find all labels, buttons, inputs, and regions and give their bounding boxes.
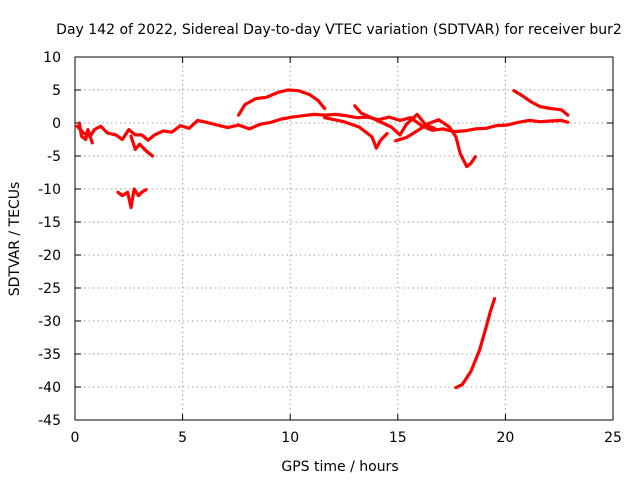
x-tick-label: 10 xyxy=(281,430,299,446)
y-tick-label: 10 xyxy=(43,50,61,66)
x-tick-label: 5 xyxy=(178,430,187,446)
y-tick-label: -45 xyxy=(38,413,61,429)
x-tick-label: 25 xyxy=(604,430,622,446)
x-axis-label: GPS time / hours xyxy=(281,459,398,475)
data-series xyxy=(75,88,570,390)
series-morning-arc xyxy=(237,88,327,117)
x-tick-label: 0 xyxy=(71,430,80,446)
series-dip-near-3h xyxy=(129,134,155,158)
y-tick-label: -30 xyxy=(38,314,61,330)
axis-ticks: 0 5 10 15 20 25 10 5 0 -5 -10 -15 -20 -25 -30 -35 -40 -45 xyxy=(38,50,622,446)
series-steep-line xyxy=(454,297,497,390)
y-tick-label: 5 xyxy=(52,83,61,99)
y-tick-label: -25 xyxy=(38,281,61,297)
y-tick-label: -5 xyxy=(47,149,61,165)
y-axis-label: SDTVAR / TECUs xyxy=(7,182,23,297)
plot-frame xyxy=(74,56,614,421)
y-tick-label: -10 xyxy=(38,182,61,198)
y-tick-label: -35 xyxy=(38,347,61,363)
y-tick-label: -15 xyxy=(38,215,61,231)
x-tick-label: 20 xyxy=(496,430,514,446)
y-tick-label: -20 xyxy=(38,248,61,264)
grid-lines xyxy=(75,57,613,420)
series-afternoon-branch-a xyxy=(323,116,389,150)
y-tick-label: -40 xyxy=(38,380,61,396)
chart-title: Day 142 of 2022, Sidereal Day-to-day VTE… xyxy=(56,22,622,38)
series-afternoon-branch-b xyxy=(353,104,436,137)
series-cluster-near-2-5h xyxy=(116,187,148,210)
x-tick-label: 15 xyxy=(389,430,407,446)
series-evening-arc xyxy=(512,89,570,117)
y-tick-label: 0 xyxy=(52,116,61,132)
series-afternoon-branch-c xyxy=(394,118,477,169)
series-main-band xyxy=(75,112,570,142)
series-initial-scatter xyxy=(77,121,94,145)
